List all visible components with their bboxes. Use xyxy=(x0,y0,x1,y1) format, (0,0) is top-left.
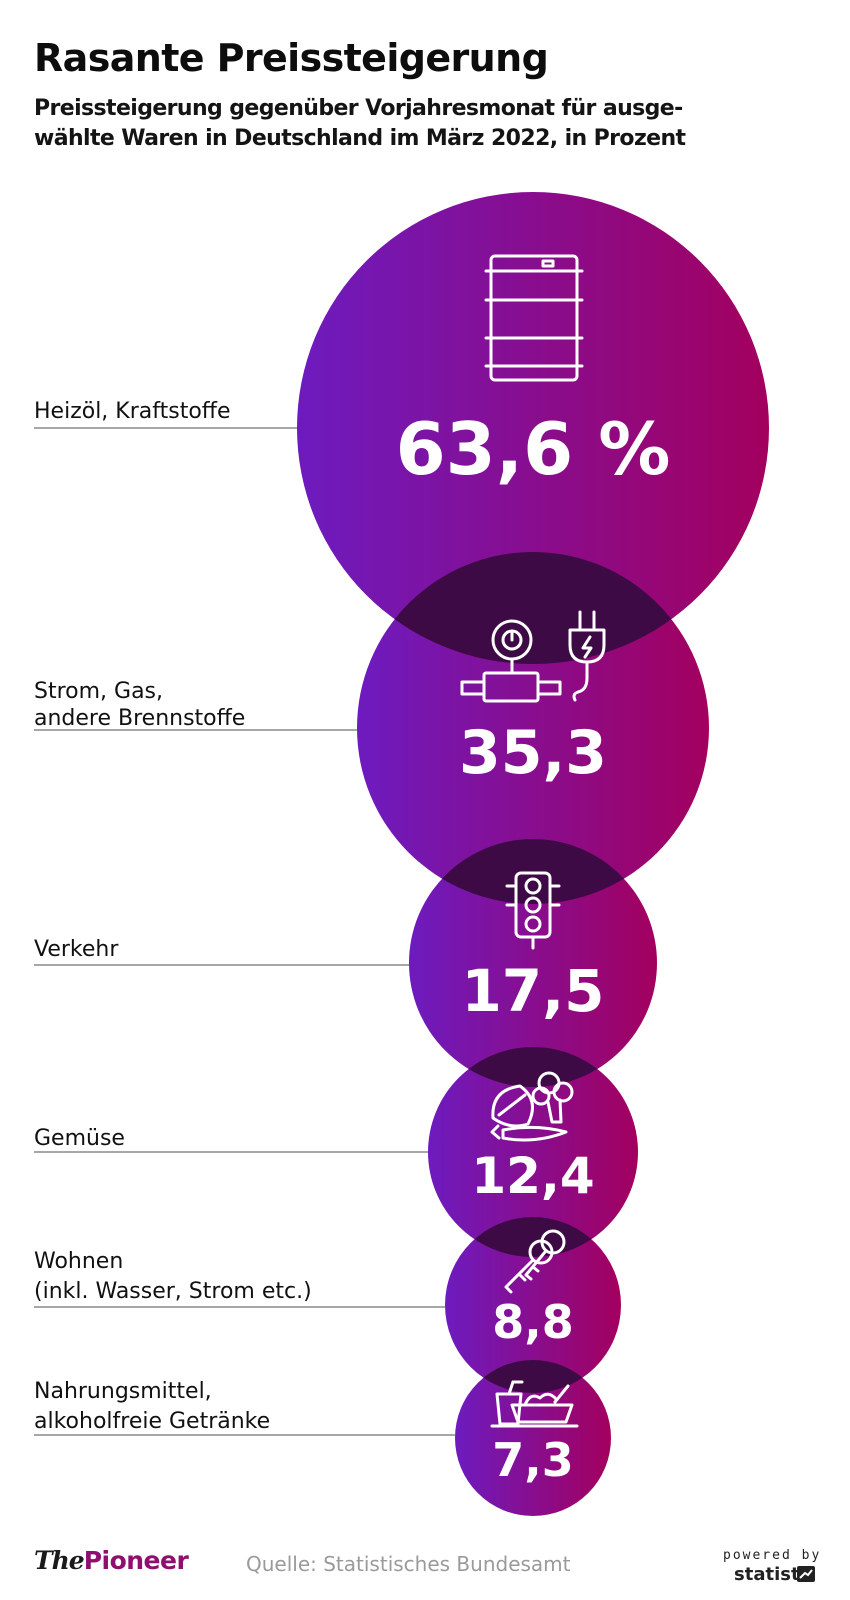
category-label-text: Strom, Gas, xyxy=(34,679,163,704)
traffic-light-icon xyxy=(505,871,561,950)
chart-subtitle-line-2: wählte Waren in Deutschland im März 2022… xyxy=(34,126,686,151)
value-label-2: 35,3 xyxy=(459,718,607,788)
category-label-text: Heizöl, Kraftstoffe xyxy=(34,399,230,424)
category-label-text: (inkl. Wasser, Strom etc.) xyxy=(34,1279,312,1304)
gas-meter-plug-icon xyxy=(460,610,606,703)
source-note: Quelle: Statistisches Bundesamt xyxy=(246,1552,571,1576)
statista-logo-text: statista xyxy=(734,1564,812,1585)
bubble-4 xyxy=(428,1047,638,1257)
category-label-6: Nahrungsmittel, alkoholfreie Getränke xyxy=(34,1379,455,1436)
logo-pioneer-text: Pioneer xyxy=(83,1546,189,1575)
category-label-1: Heizöl, Kraftstoffe xyxy=(34,399,297,429)
value-label-5: 8,8 xyxy=(492,1295,574,1349)
value-label-3: 17,5 xyxy=(461,957,604,1025)
bubble-overlap-1 xyxy=(357,552,709,664)
category-label-5: Wohnen (inkl. Wasser, Strom etc.) xyxy=(34,1249,445,1308)
category-label-text: andere Brennstoffe xyxy=(34,706,245,731)
category-label-text: Wohnen xyxy=(34,1249,123,1274)
vegetables-icon xyxy=(490,1071,574,1142)
category-label-text: Verkehr xyxy=(34,937,119,962)
category-label-text: Nahrungsmittel, xyxy=(34,1379,212,1404)
bubble-5 xyxy=(445,1217,621,1393)
category-label-4: Gemüse xyxy=(34,1126,428,1153)
category-label-3: Verkehr xyxy=(34,937,409,966)
groceries-icon xyxy=(490,1380,579,1428)
bubble-3 xyxy=(409,839,657,1087)
value-label-6: 7,3 xyxy=(492,1433,574,1487)
keys-icon xyxy=(504,1229,566,1294)
oil-barrel-icon xyxy=(484,254,584,382)
statista-logo-icon xyxy=(797,1566,815,1582)
value-label-4: 12,4 xyxy=(471,1147,594,1205)
category-label-text: Gemüse xyxy=(34,1126,125,1151)
value-label-1: 63,6 % xyxy=(396,407,671,491)
chart-title: Rasante Preissteigerung xyxy=(34,36,549,80)
bubble-1 xyxy=(297,192,769,664)
chart-subtitle-line-1: Preissteigerung gegenüber Vorjahresmonat… xyxy=(34,96,683,121)
powered-by-text: powered by xyxy=(723,1548,822,1563)
category-label-2: Strom, Gas,andere Brennstoffe xyxy=(34,679,357,731)
category-label-text: alkoholfreie Getränke xyxy=(34,1409,270,1434)
bubble-6 xyxy=(455,1360,611,1516)
pioneer-logo: ThePioneer xyxy=(34,1546,189,1575)
logo-the-text: The xyxy=(34,1546,85,1575)
